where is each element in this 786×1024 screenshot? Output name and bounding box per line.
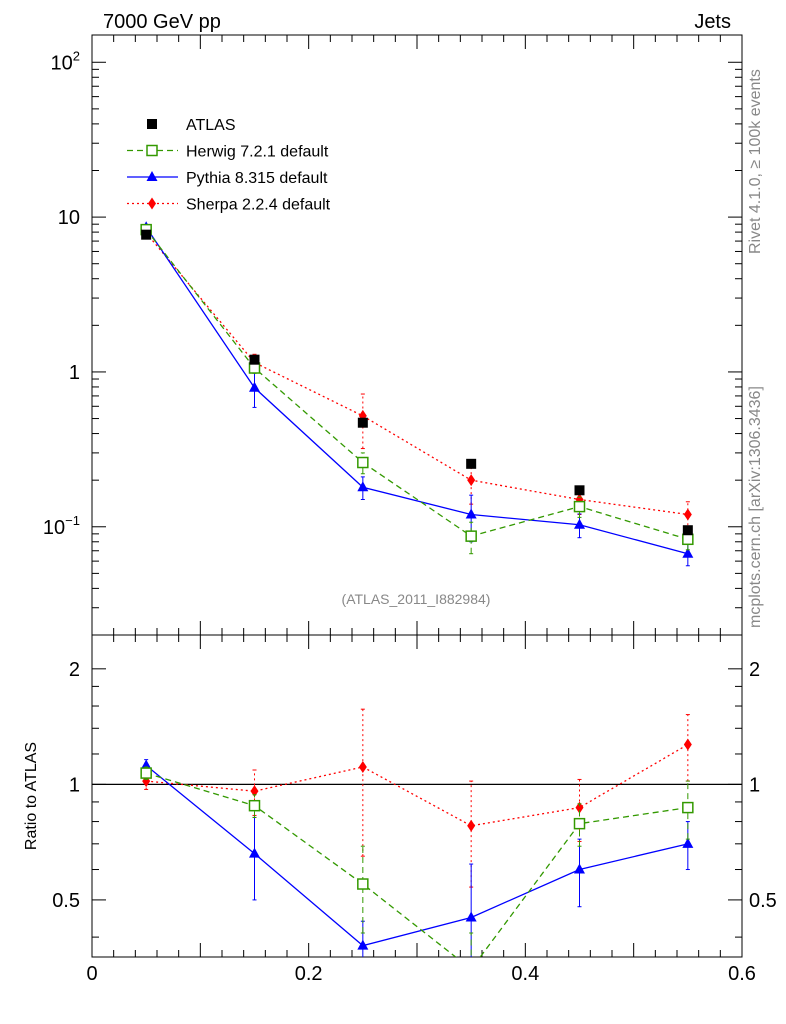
ratio-y-tick-label-right: 0.5	[749, 890, 777, 912]
main-herwig-marker	[682, 533, 694, 546]
main-pythia-marker	[357, 481, 369, 492]
legend-marker-pythia	[146, 171, 158, 181]
main-atlas-marker	[357, 417, 368, 428]
main-atlas-marker	[682, 525, 693, 536]
ratio-pythia-marker	[140, 759, 152, 770]
ratio-y-tick-label-right: 2	[749, 659, 760, 681]
main-pythia-marker	[574, 518, 585, 529]
main-atlas-marker	[249, 354, 260, 365]
ratio-pythia-marker	[357, 939, 369, 950]
ratio-y-tick-label: 1	[69, 774, 80, 796]
legend: ATLAS Herwig 7.2.1 default Pythia 8.315 de…	[127, 117, 331, 214]
ratio-sherpa-marker	[250, 785, 259, 798]
main-atlas-marker	[141, 229, 152, 240]
y-tick-label: 1	[69, 362, 80, 384]
main-sherpa-marker	[467, 474, 476, 487]
main-plot-area	[140, 221, 694, 567]
legend-label-sherpa: Sherpa 2.2.4 default	[186, 197, 331, 214]
ratio-herwig-marker	[682, 801, 694, 814]
main-pythia-marker	[249, 381, 260, 392]
process-label: Jets	[694, 11, 731, 33]
main-axes: 102 10 1 10−1	[43, 35, 743, 636]
ratio-sherpa-marker	[575, 801, 584, 814]
main-sherpa-marker	[683, 508, 692, 521]
ratio-herwig-marker	[248, 799, 261, 812]
main-atlas-marker	[574, 485, 585, 496]
ratio-herwig-marker	[140, 767, 152, 779]
ratio-pythia-line	[145, 764, 688, 947]
ratio-sherpa-marker	[358, 760, 367, 773]
y-tick-exponent: 2	[73, 48, 80, 63]
y-tick-label: 10−1	[43, 513, 80, 539]
ratio-plot-area	[92, 708, 742, 974]
ratio-sherpa-marker	[683, 738, 692, 751]
ratio-herwig-marker	[466, 964, 476, 974]
main-pythia-marker	[682, 547, 694, 558]
ratio-ylabel: Ratio to ATLAS	[23, 742, 40, 850]
legend-label-atlas: ATLAS	[186, 117, 236, 134]
main-herwig-marker	[573, 500, 586, 513]
ratio-y-tick-label: 0.5	[52, 890, 80, 912]
ratio-sherpa-line	[146, 743, 689, 827]
legend-label-herwig: Herwig 7.2.1 default	[186, 144, 329, 161]
y-tick-exponent: −1	[65, 513, 80, 528]
main-pythia-marker	[465, 508, 477, 519]
ratio-y-tick-label: 2	[69, 659, 80, 681]
ratio-y-tick-label-right: 1	[749, 774, 760, 796]
ratio-pythia-marker	[574, 863, 585, 874]
main-herwig-marker	[465, 530, 477, 542]
analysis-label: (ATLAS_2011_I882984)	[342, 591, 491, 607]
ratio-pythia-marker	[249, 847, 260, 858]
main-pythia-line	[145, 226, 689, 555]
main-herwig-line	[145, 229, 689, 540]
ratio-herwig-line	[145, 772, 688, 957]
legend-label-pythia: Pythia 8.315 default	[186, 170, 328, 187]
rivet-label: Rivet 4.1.0, ≥ 100k events	[747, 69, 764, 254]
ratio-herwig-marker	[573, 817, 586, 830]
main-sherpa-line	[145, 232, 688, 516]
x-tick-label: 0.6	[728, 963, 756, 985]
y-tick-label: 10	[58, 207, 80, 229]
x-tick-label: 0	[86, 963, 97, 985]
mcplots-label: mcplots.cern.ch [arXiv:1306.3436]	[747, 386, 764, 628]
x-tick-label: 0.4	[511, 963, 539, 985]
ratio-herwig-marker	[357, 878, 369, 890]
legend-marker-sherpa	[148, 197, 156, 210]
main-herwig-marker	[357, 456, 369, 469]
ratio-axes: 0.5 0.5 1 1 2 2 0 0.2 0.4 0.6	[52, 635, 777, 985]
y-tick-label: 102	[51, 48, 80, 74]
energy-label: 7000 GeV pp	[103, 11, 221, 33]
ratio-pythia-marker	[465, 911, 477, 922]
ratio-pythia-marker	[682, 837, 694, 848]
ratio-sherpa-marker	[467, 819, 476, 832]
main-atlas-marker	[466, 458, 477, 469]
legend-marker-herwig	[146, 144, 158, 157]
x-tick-label: 0.2	[295, 963, 323, 985]
legend-marker-atlas	[147, 119, 157, 129]
